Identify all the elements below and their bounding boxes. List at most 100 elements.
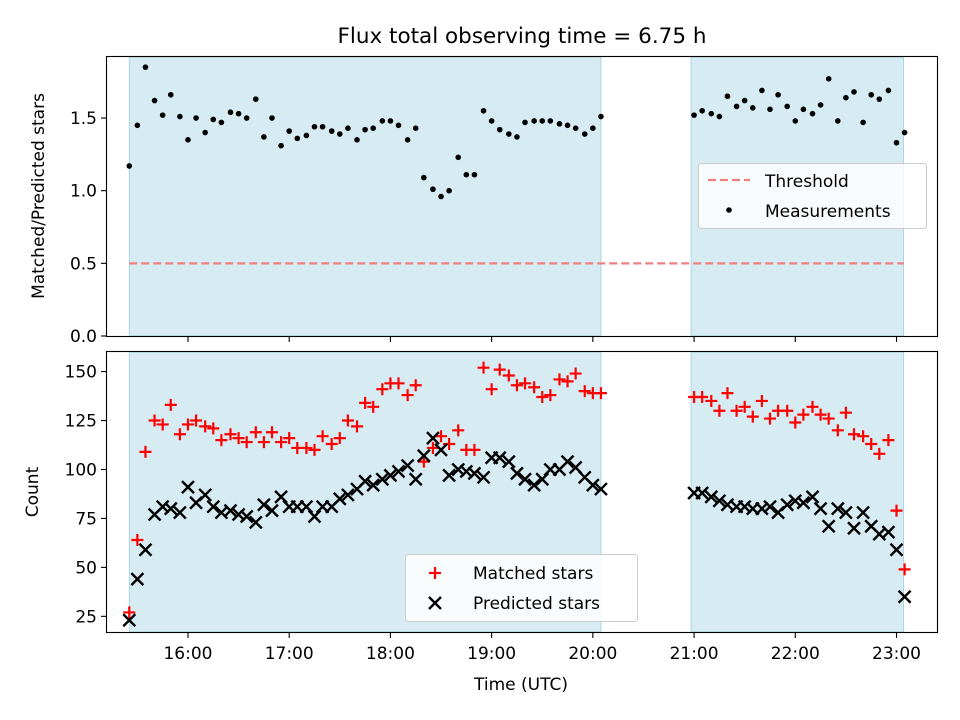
predicted-star-point [257,497,271,512]
bottom-legend: Matched stars Predicted stars [405,554,638,622]
predicted-star-point [181,480,195,494]
matched-star-point [485,383,498,396]
predicted-star-point [366,478,381,492]
measurement-point [126,163,133,169]
bottom-axes-frame [105,350,939,634]
predicted-star-point [122,613,137,628]
predicted-star-point [805,490,820,504]
matched-star-point [544,389,557,402]
bottom-ytick-label: 50 [75,558,97,578]
matched-star-point [452,424,465,437]
matched-star-point [207,422,220,435]
predicted-star-point [442,468,456,483]
legend-measurements-label: Measurements [765,202,891,222]
matched-star-point [519,377,532,390]
bottom-ytick-label: 75 [75,509,97,529]
measurement-point [784,103,790,110]
matched-star-point [806,400,819,413]
predicted-star-point [830,501,845,516]
matched-star-point [468,443,481,456]
measurement-point [269,115,275,121]
predicted-star-point [375,472,390,487]
measurement-point [876,96,883,102]
bottom-panel: 25 50 75 100 125 150 16:00 17:00 18:00 19:00 20:0… [23,350,939,695]
matched-star-point [283,432,296,445]
predicted-star-point [223,503,238,518]
measurement-point [531,118,537,124]
measurement-point [395,122,402,129]
matched-star-point [865,438,878,451]
matched-star-point [232,432,245,445]
matched-star-point [839,406,852,419]
matched-star-point [300,441,313,454]
matched-star-point [199,420,212,433]
measurement-point [446,187,452,194]
measurements-points [126,64,908,200]
matched-star-point [401,389,414,402]
predicted-star-point [881,525,896,539]
matched-star-point [763,412,776,425]
predicted-star-point [198,488,213,502]
predicted-star-point [476,470,491,485]
matched-star-point [822,412,835,425]
matched-star-point [190,414,203,427]
predicted-star-point [451,462,466,477]
measurement-point [851,89,857,95]
matched-star-point [409,379,422,392]
predicted-star-point [813,501,828,516]
bottom-legend-box [405,554,638,622]
predicted-star-point [358,474,372,489]
matched-star-point [308,443,321,456]
predicted-star-point [763,499,777,514]
measurement-point [901,129,908,136]
matched-star-point [376,383,389,396]
top-axes-frame [105,55,939,338]
top-ytick-label: 0.0 [70,327,97,347]
predicted-star-point [434,443,448,457]
bottom-x-ticks: 16:00 17:00 18:00 19:00 20:00 21:00 22:00 23:00 [163,632,921,664]
measurement-point [564,122,571,129]
matched-star-point [536,391,549,404]
measurement-point [337,131,343,137]
matched-star-point [594,387,607,400]
matched-star-point [502,369,515,382]
measurement-point [581,131,588,137]
measurement-point [496,126,503,133]
measurement-point [843,94,849,101]
measurement-point [134,122,141,129]
measurement-point [792,118,799,124]
predicted-star-point [332,492,347,506]
bottom-y-axis-label: Count [23,466,43,517]
predicted-star-point [737,499,752,514]
measurement-point [193,115,199,121]
measurement-point [379,118,386,124]
measurement-point [741,97,748,104]
matched-star-point [359,396,372,409]
matched-star-point [898,563,911,576]
measurement-point [724,93,731,100]
top-y-ticks: 0.0 0.5 1.0 1.5 [70,109,107,347]
measurement-point [430,186,436,193]
matched-star-point [569,367,582,380]
legend-predicted-label: Predicted stars [473,594,600,614]
measurement-point [598,113,604,120]
measurement-point [311,123,318,130]
top-legend-box [698,163,927,229]
matched-star-point [426,441,439,454]
predicted-star-point [400,458,415,473]
measurement-point [328,128,335,134]
matched-star-point [173,428,186,441]
predicted-star-point [391,464,406,479]
measurement-point [354,137,360,143]
matched-star-point [755,394,768,407]
measurement-point [749,105,756,111]
measurement-point [488,118,495,124]
matched-star-point [443,438,456,451]
predicted-stars-points [122,431,912,628]
matched-star-point [553,373,566,386]
measurement-point [227,109,234,116]
matched-star-point [561,375,574,388]
predicted-star-point [265,503,279,518]
legend-matched-swatch [429,567,441,579]
